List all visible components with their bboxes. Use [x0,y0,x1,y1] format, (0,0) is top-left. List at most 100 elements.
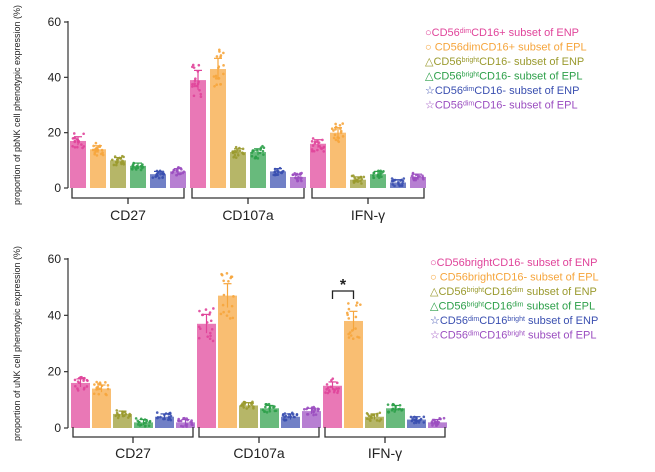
data-point [334,125,338,129]
legend-entry: △CD56brightCD16- subset of EPL [425,71,582,83]
data-point [179,419,183,423]
bar [323,385,342,428]
data-point [222,293,226,297]
data-point [172,168,176,172]
data-point [333,133,337,137]
data-point [335,387,338,390]
data-point [259,146,263,149]
bar [239,405,258,428]
data-point [442,416,446,420]
data-point [115,409,119,412]
legend-entry: ○CD56brightCD16- subset of ENP [430,257,597,269]
data-point [73,145,77,149]
category-label: IFN-γ [351,207,385,223]
data-point [317,141,321,144]
data-point [93,383,96,386]
data-point [199,95,203,98]
data-point [176,166,180,169]
data-point [332,136,336,140]
y-tick-label: 20 [48,365,62,379]
data-point [73,140,77,144]
data-point [352,181,356,184]
data-point [360,177,364,181]
data-point [147,424,151,428]
data-point [300,179,303,183]
data-point [282,418,286,421]
data-point [312,149,316,153]
data-point [183,416,186,420]
data-point [295,177,298,180]
data-point [394,405,397,409]
data-point [189,420,192,424]
data-point [400,409,403,412]
data-point [245,407,249,410]
data-point [85,378,89,382]
data-point [209,331,212,335]
data-point [336,136,339,139]
data-point [250,403,253,406]
data-point [170,171,174,175]
data-point [262,146,266,150]
bar [170,171,186,188]
data-point [95,148,99,152]
data-point [378,411,382,415]
data-point [355,301,359,305]
data-point [287,415,290,419]
data-point [236,153,240,157]
legend-entry: △CD56brightCD16dim subset of EPL [430,301,595,313]
data-point [228,317,232,320]
bar [386,408,405,428]
data-point [327,388,331,392]
data-point [195,84,199,88]
data-point [417,421,421,424]
data-point [230,304,234,308]
data-point [139,168,143,172]
data-point [82,379,85,382]
data-point [394,408,397,411]
data-point [120,162,123,166]
data-point [377,169,380,173]
bar [155,416,174,428]
data-point [121,154,124,158]
data-point [143,418,147,421]
data-point [412,421,416,425]
data-point [77,376,81,380]
data-point [310,148,314,151]
data-point [376,174,380,178]
data-point [386,403,390,406]
data-point [128,412,131,416]
data-point [375,414,379,417]
data-point [287,413,291,416]
data-point [155,416,159,420]
legend-entry: ☆CD56dimCD16- subset of EPL [425,100,578,112]
data-point [116,158,119,161]
bar [330,132,346,188]
y-tick-label: 60 [48,15,62,29]
data-point [256,157,260,160]
data-point [296,179,300,183]
data-point [82,377,86,380]
data-point [116,413,119,416]
data-point [359,175,363,179]
data-point [113,155,117,158]
data-point [209,319,213,323]
category-label: CD27 [110,207,146,223]
bar [197,323,216,428]
data-point [310,140,314,143]
data-point [410,419,414,423]
data-point [105,393,108,397]
data-point [354,327,357,330]
group-bracket [72,427,194,438]
data-point [74,384,77,388]
data-point [211,339,215,343]
significance-bracket [331,290,355,299]
data-point [276,173,280,176]
data-point [192,94,196,98]
data-point [227,279,230,283]
data-point [99,382,102,386]
data-point [365,417,369,421]
bar [92,388,111,428]
data-point [289,415,293,419]
data-point [310,406,314,409]
data-point [219,54,223,57]
